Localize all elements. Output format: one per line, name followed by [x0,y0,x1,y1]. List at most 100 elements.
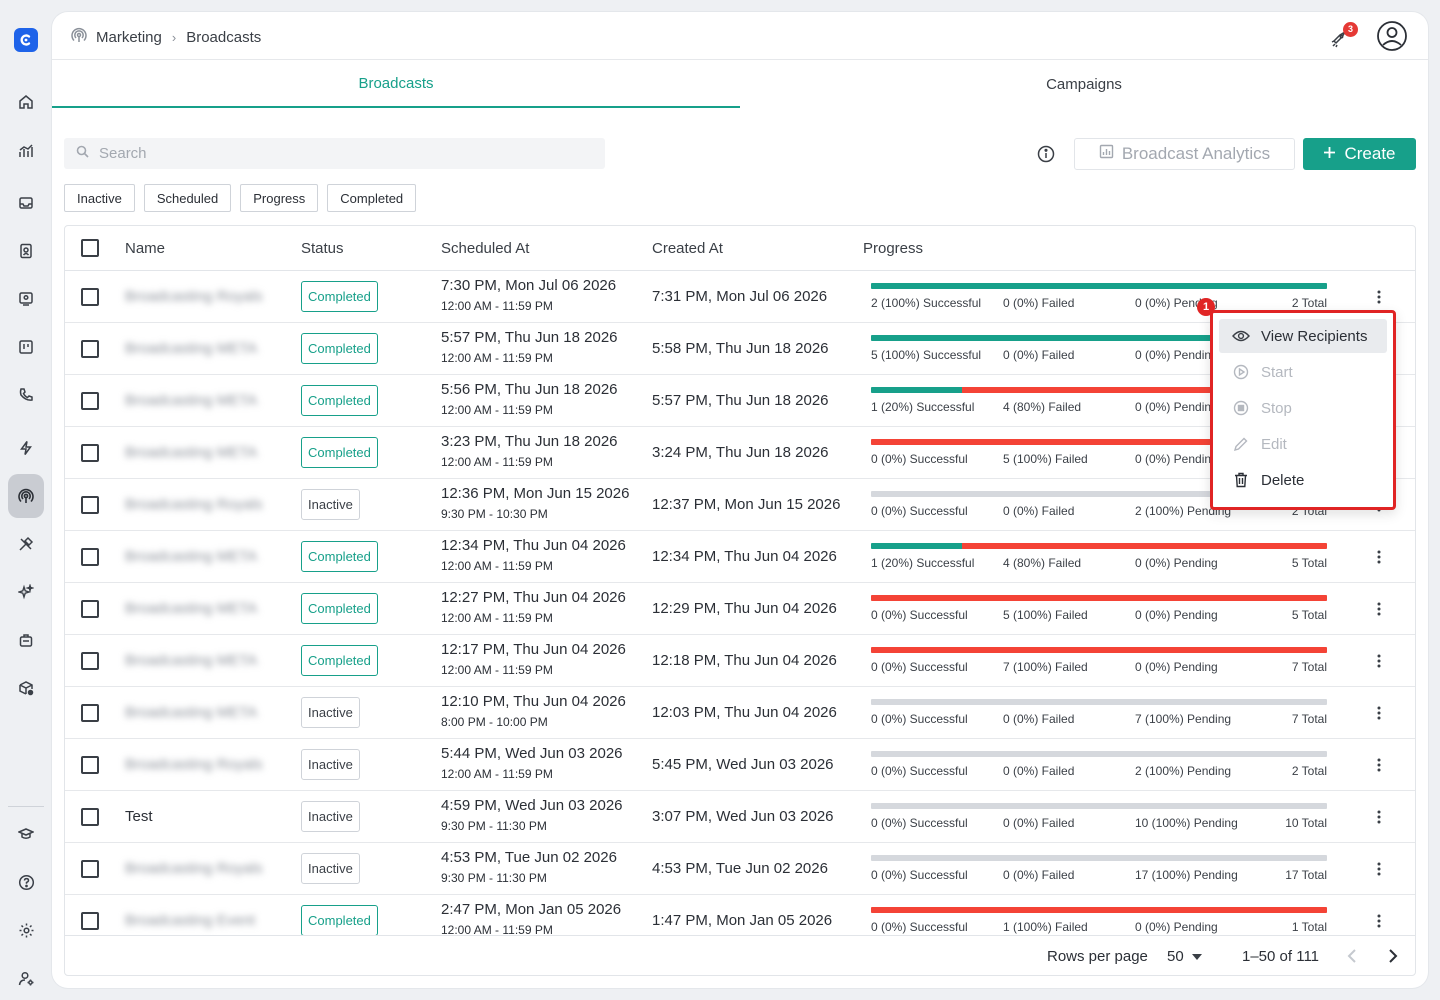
menu-item-edit[interactable]: Edit [1219,427,1387,461]
row-menu-kebab-icon[interactable] [1369,807,1389,827]
board-icon[interactable] [8,329,44,365]
table-row[interactable]: Broadcasting META Completed 12:34 PM, Thu … [65,531,1415,583]
broadcast-name[interactable]: Test [125,808,153,825]
row-checkbox[interactable] [81,652,99,670]
broadcast-name[interactable]: Broadcasting META [125,548,258,565]
row-checkbox[interactable] [81,340,99,358]
broadcast-name[interactable]: Broadcasting Event [125,912,256,929]
select-all-checkbox[interactable] [81,239,99,257]
row-checkbox[interactable] [81,444,99,462]
breadcrumb-marketing[interactable]: Marketing [96,28,162,46]
table-row[interactable]: Broadcasting META Completed 5:56 PM, Thu J… [65,375,1415,427]
info-icon[interactable] [1036,144,1056,164]
broadcast-name[interactable]: Broadcasting Royals [125,288,263,305]
row-menu-kebab-icon[interactable] [1369,287,1389,307]
table-row[interactable]: Broadcasting META Completed 12:27 PM, Thu … [65,583,1415,635]
row-checkbox[interactable] [81,912,99,930]
broadcast-analytics-button[interactable]: Broadcast Analytics [1074,138,1295,170]
broadcast-name[interactable]: Broadcasting META [125,392,258,409]
filter-inactive[interactable]: Inactive [64,184,135,212]
column-name[interactable]: Name [125,240,166,257]
broadcast-name[interactable]: Broadcasting META [125,600,258,617]
main-panel: Marketing › Broadcasts 3 Broadcasts Camp… [52,12,1428,988]
search-input[interactable] [99,145,579,162]
filter-progress[interactable]: Progress [240,184,319,212]
menu-item-label: Edit [1261,435,1287,453]
column-created-at[interactable]: Created At [652,240,723,257]
app-logo-icon[interactable] [14,28,38,52]
row-checkbox[interactable] [81,756,99,774]
home-icon[interactable] [8,84,44,120]
settings-gear-icon[interactable] [8,912,44,948]
broadcast-name[interactable]: Broadcasting Royals [125,860,263,877]
phone-icon[interactable] [8,377,44,413]
table-row[interactable]: Test Inactive 4:59 PM, Wed Jun 03 2026 9:30… [65,791,1415,843]
pagination-range: 1–50 of 111 [1242,948,1320,965]
learning-cap-icon[interactable] [8,816,44,852]
row-menu-kebab-icon[interactable] [1369,703,1389,723]
previous-page-icon[interactable] [1342,946,1362,966]
broadcast-name[interactable]: Broadcasting META [125,652,258,669]
row-menu-kebab-icon[interactable] [1369,859,1389,879]
broadcast-name[interactable]: Broadcasting Royals [125,496,263,513]
table-row[interactable]: Broadcasting Royals Completed 7:30 PM, Mon… [65,271,1415,323]
analytics-chart-icon[interactable] [8,133,44,169]
briefcase-icon[interactable] [8,622,44,658]
tab-broadcasts[interactable]: Broadcasts [52,60,740,108]
failed-count: 0 (0%) Failed [1003,348,1075,362]
row-checkbox[interactable] [81,704,99,722]
table-row[interactable]: Broadcasting Royals Inactive 4:53 PM, Tue … [65,843,1415,895]
menu-item-stop[interactable]: Stop [1219,391,1387,425]
column-progress[interactable]: Progress [863,240,924,257]
row-checkbox[interactable] [81,548,99,566]
help-icon[interactable] [8,864,44,900]
user-avatar-icon[interactable] [1376,20,1408,57]
table-row[interactable]: Broadcasting META Completed 3:23 PM, Thu J… [65,427,1415,479]
broadcast-name[interactable]: Broadcasting META [125,704,258,721]
package-settings-icon[interactable] [8,670,44,706]
broadcast-name[interactable]: Broadcasting Royals [125,756,263,773]
row-checkbox[interactable] [81,860,99,878]
rows-per-page-select[interactable]: 50 [1167,948,1202,965]
row-menu-kebab-icon[interactable] [1369,911,1389,931]
row-checkbox[interactable] [81,808,99,826]
contacts-book-icon[interactable] [8,233,44,269]
row-checkbox[interactable] [81,496,99,514]
table-row[interactable]: Broadcasting Event Completed 2:47 PM, Mon … [65,895,1415,935]
row-menu-kebab-icon[interactable] [1369,755,1389,775]
tab-campaigns[interactable]: Campaigns [1046,75,1122,93]
menu-item-start[interactable]: Start [1219,355,1387,389]
send-window: 12:00 AM - 11:59 PM [441,923,553,935]
table-row[interactable]: Broadcasting META Inactive 12:10 PM, Thu J… [65,687,1415,739]
tools-icon[interactable] [8,526,44,562]
next-page-icon[interactable] [1383,946,1403,966]
row-actions-menu: View Recipients Start Stop Edit Delete [1210,310,1396,510]
row-checkbox[interactable] [81,600,99,618]
user-settings-icon[interactable] [8,960,44,996]
pending-count: 10 (100%) Pending [1135,816,1238,830]
table-row[interactable]: Broadcasting Royals Inactive 5:44 PM, Wed … [65,739,1415,791]
filter-completed[interactable]: Completed [327,184,417,212]
progress-bar [871,803,1327,809]
broadcast-icon[interactable] [8,474,44,518]
template-screen-icon[interactable] [8,281,44,317]
row-menu-kebab-icon[interactable] [1369,599,1389,619]
column-scheduled-at[interactable]: Scheduled At [441,240,530,257]
announcements-rocket-icon[interactable]: 3 [1326,21,1358,53]
progress-cell: 1 (20%) Successful 4 (80%) Failed 0 (0%) P… [871,387,1327,416]
inbox-icon[interactable] [8,185,44,221]
broadcast-name[interactable]: Broadcasting META [125,340,258,357]
row-checkbox[interactable] [81,288,99,306]
menu-item-delete[interactable]: Delete [1219,463,1387,497]
table-row[interactable]: Broadcasting META Completed 12:17 PM, Thu … [65,635,1415,687]
row-menu-kebab-icon[interactable] [1369,651,1389,671]
filter-scheduled[interactable]: Scheduled [143,184,232,212]
automation-bolt-icon[interactable] [8,430,44,466]
ai-sparkle-icon[interactable] [8,574,44,610]
menu-item-view-recipients[interactable]: View Recipients [1219,319,1387,353]
row-checkbox[interactable] [81,392,99,410]
broadcast-name[interactable]: Broadcasting META [125,444,258,461]
row-menu-kebab-icon[interactable] [1369,547,1389,567]
column-status[interactable]: Status [301,240,344,257]
create-button[interactable]: Create [1303,138,1416,170]
